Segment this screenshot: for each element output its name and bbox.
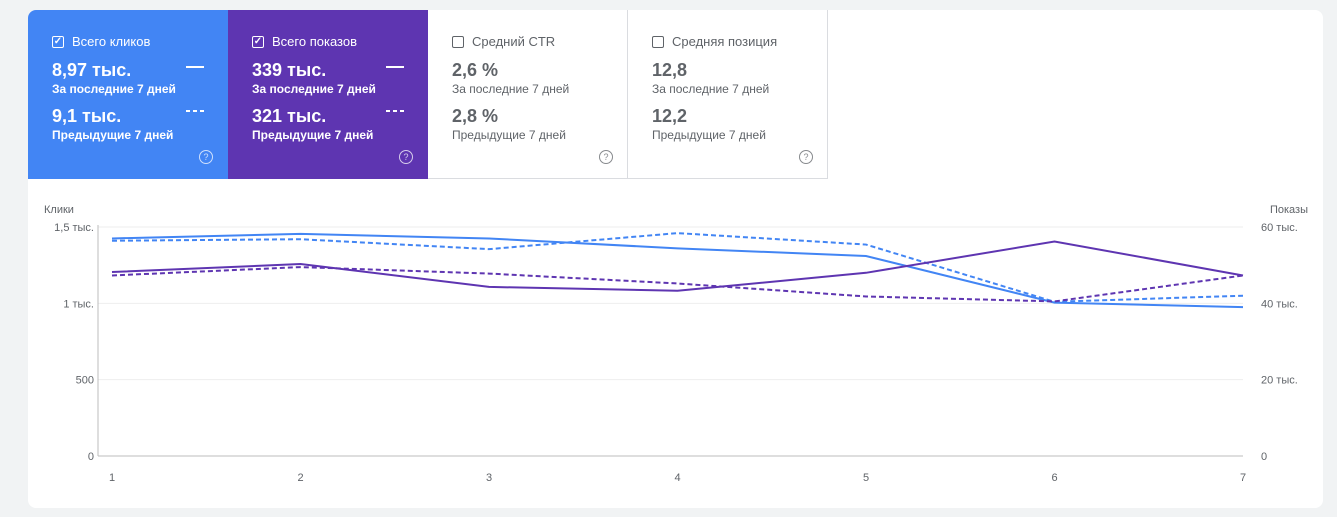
- metric-tiles: ✓ Всего кликов 8,97 тыс. За последние 7 …: [28, 10, 828, 179]
- right-tick-label: 40 тыс.: [1261, 298, 1298, 310]
- left-tick-label: 1,5 тыс.: [54, 222, 94, 234]
- x-tick-label: 7: [1240, 472, 1246, 484]
- x-tick-label: 5: [863, 472, 869, 484]
- current-period: За последние 7 дней: [252, 82, 376, 96]
- tile-label: Всего кликов: [72, 34, 151, 49]
- performance-card: ✓ Всего кликов 8,97 тыс. За последние 7 …: [28, 10, 1323, 508]
- previous-value: 12,2: [652, 106, 688, 126]
- tile-header: Средний CTR: [452, 34, 555, 49]
- previous-period: Предыдущие 7 дней: [252, 128, 374, 142]
- previous-period: Предыдущие 7 дней: [452, 128, 566, 142]
- solid-line-legend-icon: [386, 66, 404, 68]
- current-value: 2,6 %: [452, 60, 499, 80]
- checkbox-icon[interactable]: [452, 35, 464, 48]
- checkbox-icon[interactable]: ✓: [252, 35, 264, 48]
- dashed-line-legend-icon: [386, 110, 404, 112]
- checkbox-icon[interactable]: ✓: [52, 35, 64, 48]
- previous-value: 321 тыс.: [252, 106, 327, 126]
- help-icon[interactable]: ?: [599, 150, 613, 164]
- help-icon[interactable]: ?: [399, 150, 413, 164]
- left-tick-label: 0: [88, 451, 94, 463]
- right-axis-label: Показы: [1270, 204, 1308, 216]
- left-tick-label: 1 тыс.: [63, 298, 94, 310]
- current-period: За последние 7 дней: [652, 82, 770, 96]
- checkbox-icon[interactable]: [652, 35, 664, 48]
- series-line-impressions-current: [111, 240, 1244, 292]
- right-tick-label: 0: [1261, 451, 1267, 463]
- previous-value: 2,8 %: [452, 106, 499, 126]
- current-value: 339 тыс.: [252, 60, 327, 80]
- series-line-impressions-previous: [111, 266, 1244, 303]
- metric-tile-clicks[interactable]: ✓ Всего кликов 8,97 тыс. За последние 7 …: [28, 10, 228, 179]
- current-period: За последние 7 дней: [52, 82, 176, 96]
- previous-period: Предыдущие 7 дней: [52, 128, 174, 142]
- help-icon[interactable]: ?: [799, 150, 813, 164]
- metric-tile-impressions[interactable]: ✓ Всего показов 339 тыс. За последние 7 …: [228, 10, 428, 179]
- metric-tile-ctr[interactable]: Средний CTR 2,6 % За последние 7 дней 2,…: [428, 10, 628, 179]
- series-line-clicks-previous: [111, 232, 1244, 303]
- previous-period: Предыдущие 7 дней: [652, 128, 766, 142]
- current-period: За последние 7 дней: [452, 82, 570, 96]
- metric-tile-position[interactable]: Средняя позиция 12,8 За последние 7 дней…: [628, 10, 828, 179]
- performance-chart: Клики Показы 0 500 1 тыс. 1,5 тыс. 0 20 тыс. 4…: [44, 204, 1308, 484]
- tile-header: ✓ Всего кликов: [52, 34, 150, 49]
- tile-label: Всего показов: [272, 34, 357, 49]
- tile-header: ✓ Всего показов: [252, 34, 357, 49]
- x-tick-label: 2: [297, 472, 303, 484]
- right-tick-label: 60 тыс.: [1261, 222, 1298, 234]
- solid-line-legend-icon: [186, 66, 204, 68]
- current-value: 12,8: [652, 60, 688, 80]
- x-tick-label: 4: [674, 472, 680, 484]
- left-tick-label: 500: [76, 375, 94, 387]
- current-value: 8,97 тыс.: [52, 60, 132, 80]
- tile-label: Средний CTR: [472, 34, 556, 49]
- help-icon[interactable]: ?: [199, 150, 213, 164]
- x-tick-label: 1: [109, 472, 115, 484]
- x-tick-label: 3: [486, 472, 492, 484]
- x-tick-label: 6: [1051, 472, 1057, 484]
- tile-header: Средняя позиция: [652, 34, 777, 49]
- previous-value: 9,1 тыс.: [52, 106, 122, 126]
- right-tick-label: 20 тыс.: [1261, 375, 1298, 387]
- left-axis-label: Клики: [44, 204, 74, 216]
- tile-label: Средняя позиция: [672, 34, 778, 49]
- dashed-line-legend-icon: [186, 110, 204, 112]
